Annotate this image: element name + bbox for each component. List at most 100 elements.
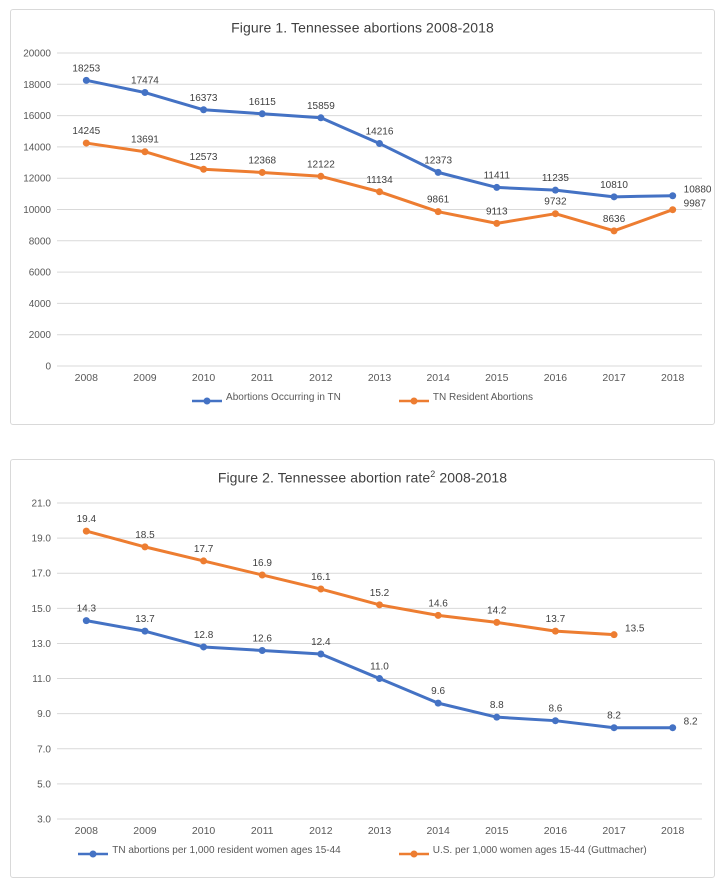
data-point: [376, 140, 383, 148]
x-tick-label: 2015: [485, 825, 509, 837]
data-point: [610, 724, 618, 732]
data-point-label: 12573: [190, 152, 218, 163]
data-point-label: 14245: [72, 126, 100, 137]
data-point-label: 14.6: [428, 598, 448, 609]
y-tick-label: 3.0: [37, 815, 51, 826]
x-tick-label: 2014: [426, 372, 450, 384]
data-point-label: 12.6: [252, 633, 272, 644]
data-point-label: 10810: [600, 180, 628, 191]
data-point-label: 13.7: [135, 614, 155, 625]
x-tick-label: 2011: [251, 372, 274, 384]
y-tick-label: 17.0: [32, 569, 52, 580]
data-point-label: 16.1: [311, 572, 331, 583]
x-tick-label: 2014: [426, 825, 450, 837]
x-tick-label: 2009: [133, 825, 157, 837]
y-tick-label: 10000: [23, 205, 51, 216]
line-marker-icon: [398, 397, 429, 404]
x-tick-label: 2017: [602, 825, 626, 837]
legend-dot: [89, 850, 97, 857]
y-tick-label: 19.0: [32, 534, 52, 545]
y-tick-label: 12000: [23, 174, 51, 185]
data-point-label: 9.6: [431, 686, 445, 697]
data-point: [200, 643, 208, 651]
x-tick-label: 2016: [544, 825, 568, 837]
data-point: [141, 627, 149, 635]
x-tick-label: 2010: [192, 372, 216, 384]
y-tick-label: 11.0: [32, 674, 51, 685]
data-point-label: 14.2: [487, 605, 507, 616]
data-point-label: 8.8: [490, 700, 504, 711]
data-point: [551, 210, 559, 218]
data-point-label: 9732: [544, 197, 567, 208]
data-point-label: 13691: [131, 135, 159, 146]
data-point: [376, 188, 383, 196]
y-tick-label: 0: [45, 362, 51, 373]
data-point-label: 10880: [684, 185, 712, 196]
data-point-label: 11235: [542, 173, 570, 184]
data-point: [551, 717, 559, 725]
y-tick-label: 7.0: [37, 744, 51, 755]
line-marker-icon: [398, 393, 429, 404]
data-point: [317, 114, 325, 122]
data-point: [551, 186, 559, 194]
data-point: [141, 543, 149, 551]
series-line: [84, 619, 675, 730]
data-point-label: 12368: [248, 155, 276, 166]
x-tick-label: 2018: [661, 372, 685, 384]
y-tick-label: 13.0: [32, 639, 52, 650]
data-point-label: 8.2: [684, 717, 698, 728]
y-tick-label: 18000: [23, 80, 51, 91]
data-point: [551, 627, 559, 635]
data-point-label: 8636: [603, 214, 626, 225]
x-tick-label: 2017: [602, 372, 626, 384]
legend-item: TN Resident Abortions: [398, 392, 533, 404]
data-point: [610, 193, 618, 201]
data-point: [669, 724, 677, 732]
y-tick-label: 14000: [23, 142, 51, 153]
data-point-label: 14.3: [77, 604, 97, 615]
data-point: [82, 139, 90, 147]
chart-title: Figure 2. Tennessee abortion rate2 2008-…: [11, 460, 714, 495]
data-point: [82, 76, 90, 84]
y-tick-label: 6000: [29, 268, 52, 279]
data-point: [317, 585, 325, 593]
line-marker-icon: [192, 397, 223, 404]
data-point: [200, 165, 208, 173]
data-point-label: 17.7: [194, 544, 214, 555]
line-marker-icon: [398, 846, 429, 857]
data-point-label: 16115: [249, 97, 277, 108]
y-tick-label: 2000: [29, 330, 52, 341]
figure-2-chart: Figure 2. Tennessee abortion rate2 2008-…: [10, 459, 715, 878]
chart-legend: TN abortions per 1,000 resident women ag…: [11, 843, 714, 877]
x-tick-label: 2011: [251, 825, 274, 837]
series-line: [84, 141, 675, 233]
data-point: [434, 168, 442, 176]
data-point: [493, 618, 501, 626]
data-point-label: 15859: [307, 101, 335, 112]
plot-area: 21.0 19.0 17.0 15.0 13.0 11.0 9.0 7.0 5.0 3.0 2008…: [32, 499, 702, 837]
data-point: [258, 571, 266, 579]
data-point-label: 12.8: [194, 630, 214, 641]
data-point: [258, 168, 266, 176]
legend-label: TN abortions per 1,000 resident women ag…: [112, 845, 341, 856]
x-tick-label: 2008: [75, 372, 99, 384]
data-point: [82, 617, 90, 625]
data-point-label: 9861: [427, 195, 450, 206]
legend-label: TN Resident Abortions: [432, 392, 533, 403]
data-point-label: 14216: [366, 127, 394, 138]
data-point: [317, 172, 325, 180]
data-point-label: 18.5: [135, 530, 155, 541]
data-point: [434, 611, 442, 619]
x-tick-label: 2012: [309, 372, 333, 384]
data-point: [200, 106, 208, 114]
data-point: [610, 631, 618, 639]
data-point-label: 11411: [484, 170, 511, 181]
data-point-label: 15.2: [370, 588, 390, 599]
legend-dot: [203, 397, 211, 404]
x-tick-label: 2012: [309, 825, 333, 837]
title-text: 2008-2018: [435, 469, 508, 486]
figure-1-chart: Figure 1. Tennessee abortions 2008-2018 …: [10, 9, 715, 425]
data-point-label: 16.9: [252, 558, 272, 569]
data-point: [610, 227, 618, 235]
data-point-label: 16373: [190, 93, 218, 104]
